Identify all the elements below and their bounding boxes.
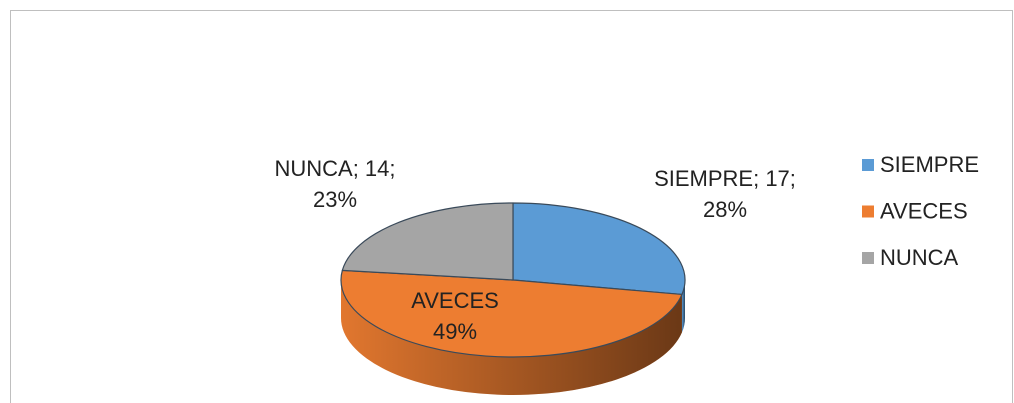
- data-label: 28%: [703, 197, 747, 222]
- slice-side-shade: [341, 280, 682, 396]
- slice: [512, 202, 686, 296]
- data-label: 23%: [313, 187, 357, 212]
- legend-label: AVECES: [880, 198, 968, 223]
- data-label: 49%: [433, 319, 477, 344]
- data-label: SIEMPRE; 17;: [654, 166, 796, 191]
- legend-swatch: [862, 159, 874, 171]
- chart-border: [10, 10, 1013, 403]
- data-label: AVECES: [411, 288, 499, 313]
- data-label: NUNCA; 14;: [274, 156, 395, 181]
- legend-label: SIEMPRE: [880, 152, 979, 177]
- legend-swatch: [862, 252, 874, 264]
- legend-label: NUNCA: [880, 245, 959, 270]
- slice: [341, 202, 514, 281]
- slice: [340, 269, 683, 358]
- legend-swatch: [862, 205, 874, 218]
